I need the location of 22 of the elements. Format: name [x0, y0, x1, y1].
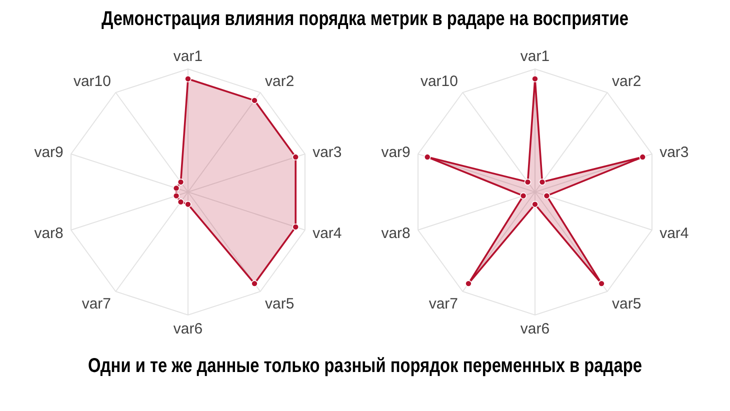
- spoke-label: var4: [660, 224, 689, 242]
- spoke-label: var3: [660, 144, 689, 161]
- spoke-label: var2: [265, 73, 294, 90]
- spoke-label: var6: [173, 320, 203, 338]
- spoke-label: var9: [381, 144, 410, 161]
- spoke-label: var5: [265, 296, 294, 313]
- spoke-label: var9: [34, 144, 64, 161]
- spoke-label: var8: [34, 224, 64, 242]
- spoke-label: var7: [428, 296, 458, 313]
- spoke-label: var3: [312, 144, 342, 161]
- spoke-label: var8: [381, 224, 410, 242]
- spoke-label: var7: [82, 296, 111, 313]
- spoke-label: var10: [73, 73, 111, 90]
- spoke-label: var2: [612, 73, 642, 90]
- spoke-label: var1: [520, 48, 550, 65]
- spoke-label: var4: [312, 224, 342, 242]
- spoke-label: var5: [612, 296, 642, 313]
- text: Одни и те же данные только разный порядок переменных в радаре: [87, 355, 643, 378]
- spoke-label: var1: [173, 48, 203, 65]
- spoke-label: var6: [520, 320, 550, 338]
- spoke-label: var10: [420, 73, 458, 90]
- chart-title: Демонстрация влияния порядка метрик в радаре на восприятие: [100, 8, 630, 31]
